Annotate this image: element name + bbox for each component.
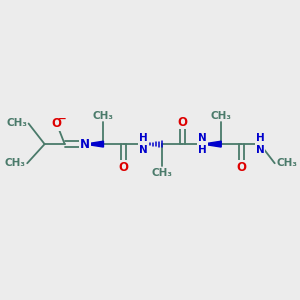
Text: H
N: H N [139, 133, 148, 155]
Text: N: N [80, 138, 90, 151]
Polygon shape [85, 141, 104, 147]
Text: CH₃: CH₃ [93, 111, 114, 121]
Text: CH₃: CH₃ [152, 168, 173, 178]
Text: CH₃: CH₃ [5, 158, 26, 168]
Text: O: O [236, 161, 246, 174]
Polygon shape [202, 141, 221, 147]
Text: N
H: N H [198, 133, 207, 155]
Text: O: O [177, 116, 188, 128]
Text: −: − [58, 114, 67, 124]
Text: O: O [52, 117, 62, 130]
Text: H
N: H N [256, 133, 264, 155]
Text: CH₃: CH₃ [276, 158, 297, 168]
Text: O: O [118, 161, 128, 174]
Text: CH₃: CH₃ [6, 118, 27, 128]
Text: CH₃: CH₃ [211, 111, 232, 121]
